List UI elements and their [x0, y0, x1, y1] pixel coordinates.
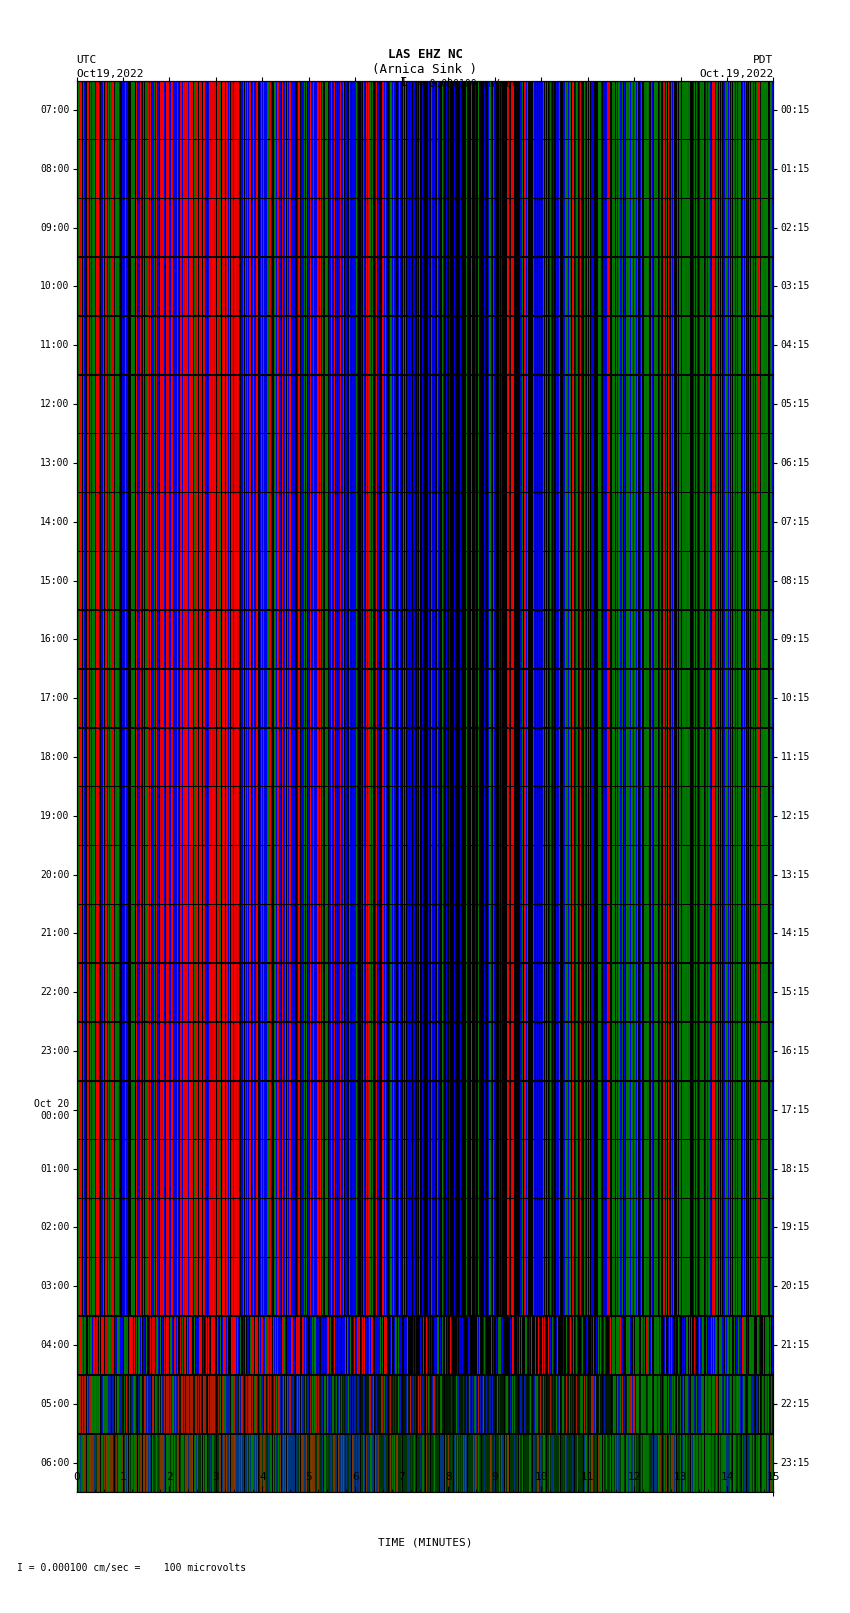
X-axis label: TIME (MINUTES): TIME (MINUTES)	[377, 1537, 473, 1547]
Text: UTC: UTC	[76, 55, 97, 65]
Text: LAS EHZ NC: LAS EHZ NC	[388, 48, 462, 61]
Text: Oct19,2022: Oct19,2022	[76, 69, 144, 79]
Text: PDT: PDT	[753, 55, 774, 65]
Text: Oct.19,2022: Oct.19,2022	[700, 69, 774, 79]
Text: = 0.000100 cm/sec: = 0.000100 cm/sec	[412, 79, 518, 89]
Text: (Arnica Sink ): (Arnica Sink )	[372, 63, 478, 76]
Text: I: I	[400, 76, 407, 89]
Text: I = 0.000100 cm/sec =    100 microvolts: I = 0.000100 cm/sec = 100 microvolts	[17, 1563, 246, 1573]
